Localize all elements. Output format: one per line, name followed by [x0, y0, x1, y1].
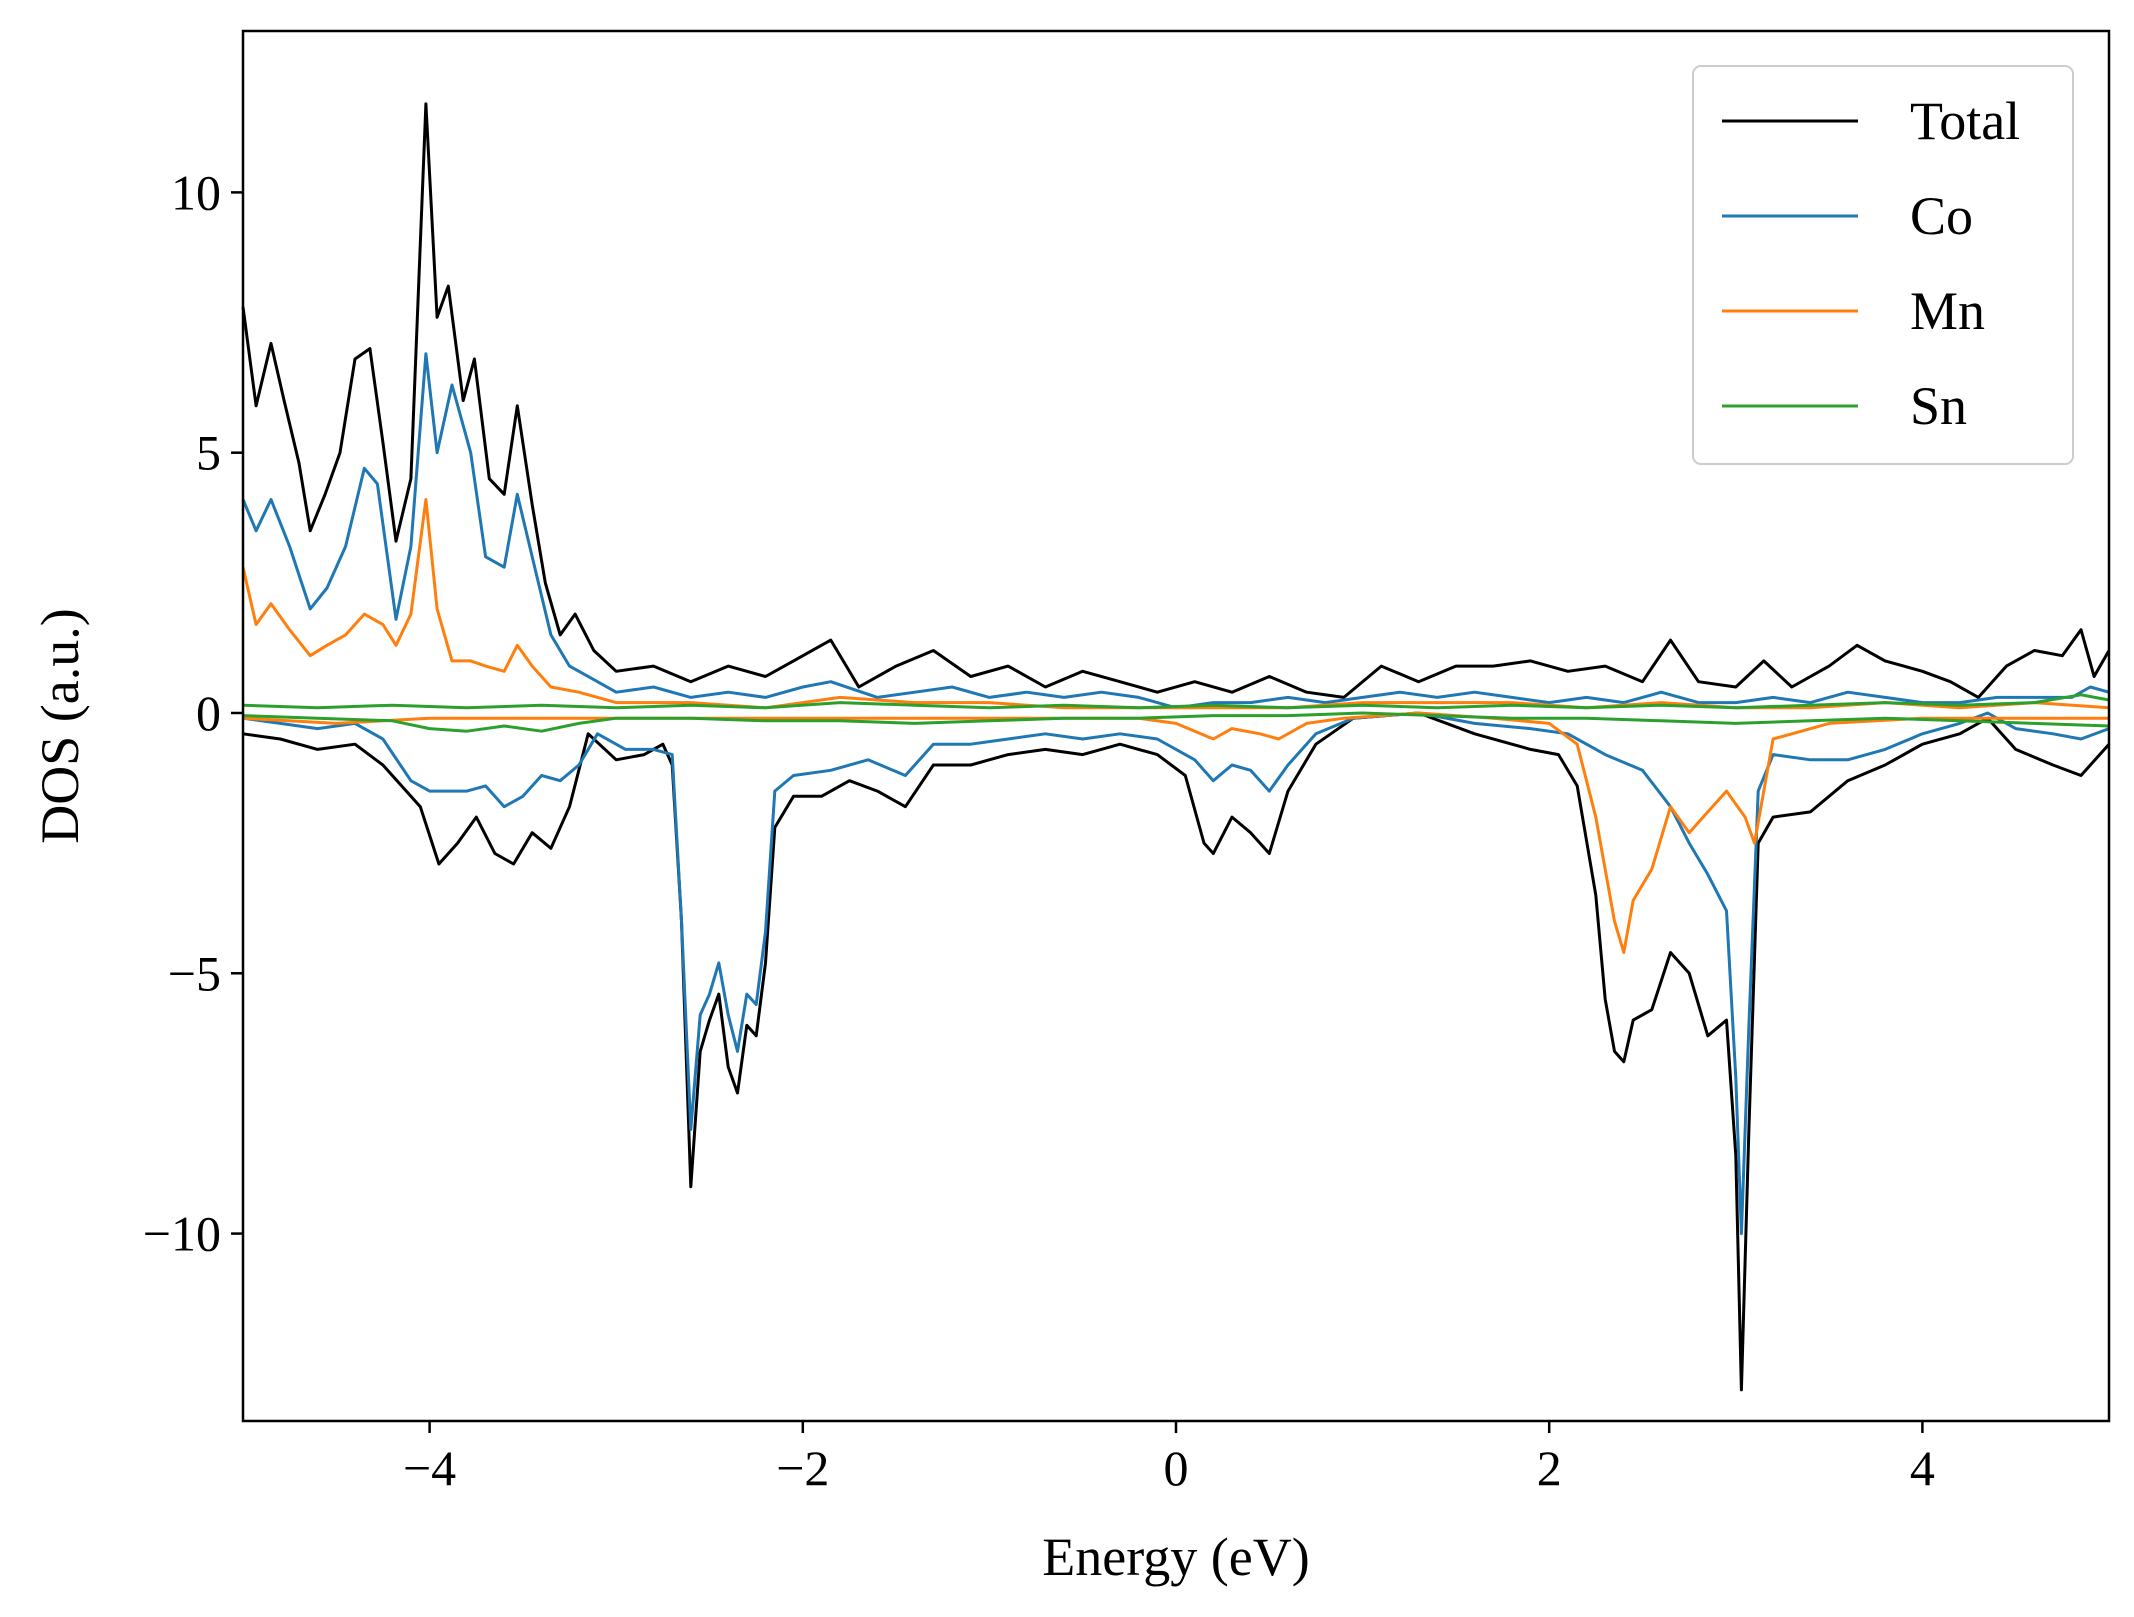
legend-label-mn: Mn — [1910, 281, 1985, 341]
x-axis-label: Energy (eV) — [1042, 1527, 1309, 1587]
legend-label-co: Co — [1910, 186, 1973, 246]
legend-box — [1692, 65, 2074, 465]
y-tick-label: −5 — [168, 945, 221, 1001]
legend: Total Co Mn Sn — [1692, 65, 2074, 465]
series-sn-up-line — [242, 693, 2110, 710]
y-axis: −10 −5 0 5 10 — [143, 164, 243, 1262]
y-tick-label: 0 — [196, 685, 221, 741]
y-tick-label: 10 — [171, 164, 221, 220]
x-tick-label: −2 — [776, 1440, 829, 1496]
legend-label-sn: Sn — [1910, 376, 1967, 436]
legend-label-total: Total — [1910, 91, 2020, 151]
x-axis: −4 −2 0 2 4 — [403, 1421, 1935, 1496]
x-tick-label: −4 — [403, 1440, 456, 1496]
series-sn-down-line — [242, 711, 2110, 733]
y-tick-label: 5 — [196, 425, 221, 481]
x-tick-label: 0 — [1164, 1440, 1189, 1496]
series-total-down-line — [242, 711, 2111, 1392]
x-tick-label: 4 — [1910, 1440, 1935, 1496]
y-tick-label: −10 — [143, 1206, 221, 1262]
x-tick-label: 2 — [1537, 1440, 1562, 1496]
y-axis-label: DOS (a.u.) — [30, 608, 90, 843]
series-layer — [241, 102, 2111, 1392]
series-co-down-line — [242, 711, 2110, 1236]
series-co-up-line — [241, 352, 2110, 710]
series-total-up-line — [241, 102, 2111, 699]
